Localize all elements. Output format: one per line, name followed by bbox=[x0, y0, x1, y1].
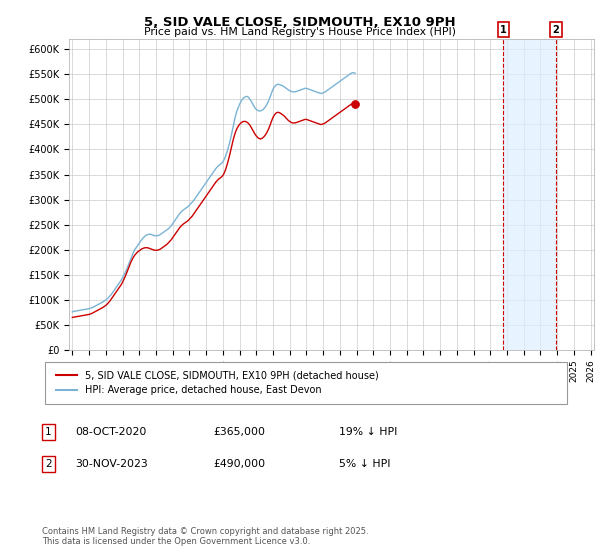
Text: 5% ↓ HPI: 5% ↓ HPI bbox=[339, 459, 391, 469]
Text: 30-NOV-2023: 30-NOV-2023 bbox=[75, 459, 148, 469]
Text: 1: 1 bbox=[45, 427, 52, 437]
Text: Price paid vs. HM Land Registry's House Price Index (HPI): Price paid vs. HM Land Registry's House … bbox=[144, 27, 456, 37]
Text: 08-OCT-2020: 08-OCT-2020 bbox=[75, 427, 146, 437]
Text: 5, SID VALE CLOSE, SIDMOUTH, EX10 9PH: 5, SID VALE CLOSE, SIDMOUTH, EX10 9PH bbox=[144, 16, 456, 29]
Legend: 5, SID VALE CLOSE, SIDMOUTH, EX10 9PH (detached house), HPI: Average price, deta: 5, SID VALE CLOSE, SIDMOUTH, EX10 9PH (d… bbox=[52, 367, 383, 399]
Text: £365,000: £365,000 bbox=[213, 427, 265, 437]
Text: £490,000: £490,000 bbox=[213, 459, 265, 469]
Text: 1: 1 bbox=[500, 25, 507, 35]
Bar bbox=[503, 39, 556, 350]
Text: 2: 2 bbox=[45, 459, 52, 469]
Text: 2: 2 bbox=[553, 25, 559, 35]
FancyBboxPatch shape bbox=[44, 362, 568, 404]
Text: 19% ↓ HPI: 19% ↓ HPI bbox=[339, 427, 397, 437]
Text: Contains HM Land Registry data © Crown copyright and database right 2025.
This d: Contains HM Land Registry data © Crown c… bbox=[42, 526, 368, 546]
